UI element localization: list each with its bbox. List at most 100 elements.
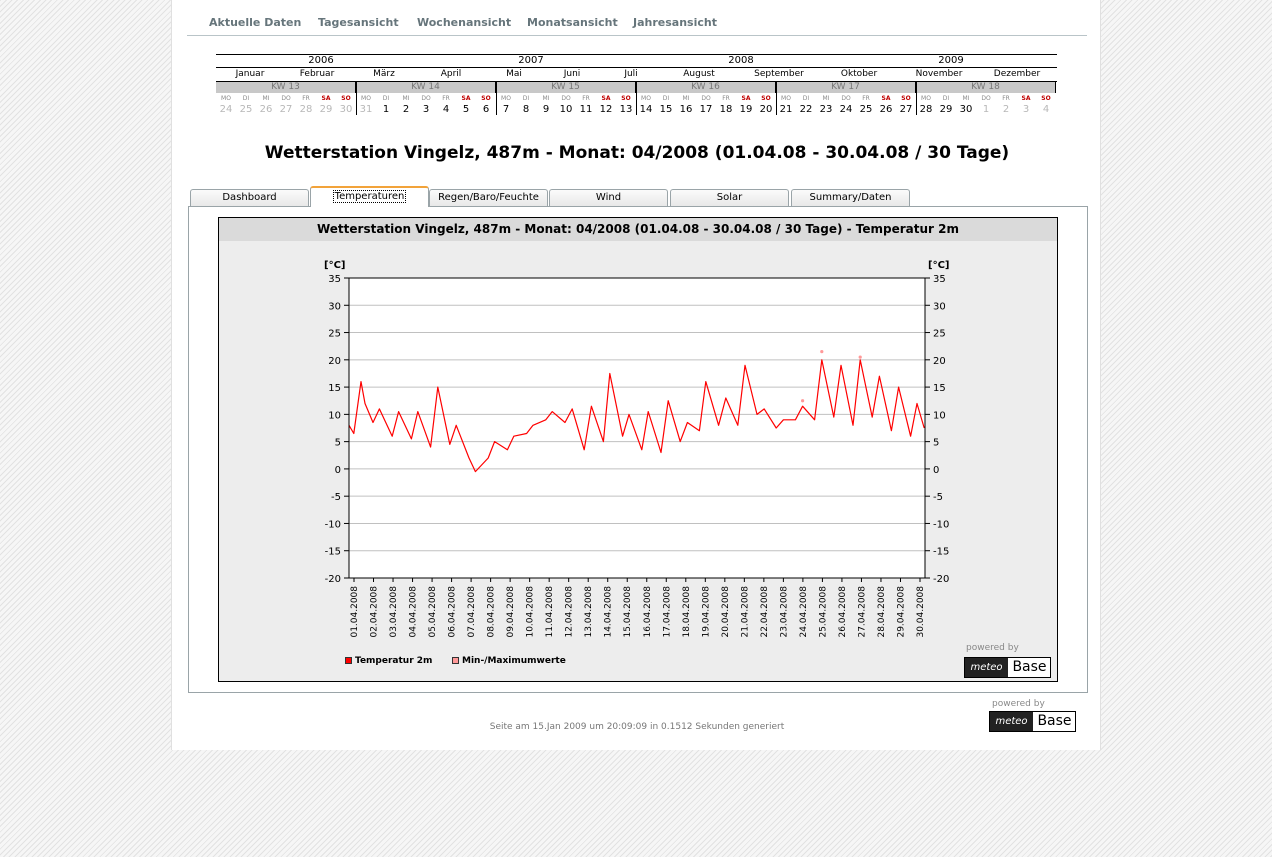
minmax-point — [801, 399, 805, 403]
x-tick-label: 23.04.2008 — [779, 586, 789, 638]
x-tick-label: 19.04.2008 — [701, 586, 711, 638]
nav-monatsansicht[interactable]: Monatsansicht — [527, 16, 618, 29]
calendar-day[interactable]: 14 — [639, 104, 653, 115]
calendar-month[interactable]: Mai — [506, 69, 522, 79]
calendar-week-kw13[interactable]: KW 13 — [216, 82, 356, 93]
calendar-day[interactable]: 18 — [719, 104, 733, 115]
calendar-day[interactable]: 1 — [382, 104, 390, 115]
tab-summary-daten[interactable]: Summary/Daten — [791, 189, 910, 207]
calendar-weekday: MO — [641, 95, 651, 102]
calendar-day[interactable]: 11 — [579, 104, 593, 115]
x-tick-label: 20.04.2008 — [721, 586, 731, 638]
calendar-day[interactable]: 20 — [759, 104, 773, 115]
calendar-day[interactable]: 3 — [1022, 104, 1030, 115]
calendar-month[interactable]: April — [440, 69, 462, 79]
calendar-day[interactable]: 21 — [779, 104, 793, 115]
calendar-day[interactable]: 17 — [699, 104, 713, 115]
calendar-day[interactable]: 3 — [422, 104, 430, 115]
tab-solar[interactable]: Solar — [670, 189, 789, 207]
calendar-day[interactable]: 31 — [359, 104, 373, 115]
calendar-weekday: FR — [302, 95, 310, 102]
calendar-day[interactable]: 27 — [899, 104, 913, 115]
calendar-month[interactable]: September — [754, 69, 804, 79]
calendar-month[interactable]: August — [683, 69, 715, 79]
calendar-week-kw14[interactable]: KW 14 — [356, 82, 496, 93]
x-tick-label: 24.04.2008 — [799, 586, 809, 638]
calendar-day[interactable]: 23 — [819, 104, 833, 115]
calendar-day[interactable]: 4 — [1042, 104, 1050, 115]
calendar-day[interactable]: 24 — [839, 104, 853, 115]
calendar-year-2009[interactable]: 2009 — [938, 55, 964, 66]
calendar-day[interactable]: 30 — [959, 104, 973, 115]
calendar-day[interactable]: 16 — [679, 104, 693, 115]
calendar-day[interactable]: 27 — [279, 104, 293, 115]
x-tick-label: 29.04.2008 — [896, 586, 906, 638]
calendar-day[interactable]: 29 — [319, 104, 333, 115]
nav-tagesansicht[interactable]: Tagesansicht — [318, 16, 399, 29]
y-axis-label-right: [°C] — [928, 260, 949, 271]
calendar-weekday: MO — [361, 95, 371, 102]
calendar-day[interactable]: 1 — [982, 104, 990, 115]
calendar-day[interactable]: 13 — [619, 104, 633, 115]
calendar-month[interactable]: Februar — [299, 69, 335, 79]
calendar-day[interactable]: 25 — [239, 104, 253, 115]
calendar-month[interactable]: Januar — [235, 69, 265, 79]
calendar-year-2008[interactable]: 2008 — [728, 55, 754, 66]
calendar-day[interactable]: 22 — [799, 104, 813, 115]
calendar-day[interactable]: 28 — [919, 104, 933, 115]
calendar-month[interactable]: Juni — [563, 69, 581, 79]
calendar-day[interactable]: 26 — [259, 104, 273, 115]
calendar-week-kw16[interactable]: KW 16 — [636, 82, 776, 93]
tab-wind[interactable]: Wind — [549, 189, 668, 207]
calendar-day[interactable]: 5 — [462, 104, 470, 115]
calendar-weekday: DI — [942, 95, 950, 102]
calendar-weekday: SO — [1041, 95, 1051, 102]
calendar-year-2006[interactable]: 2006 — [308, 55, 334, 66]
tab-temperaturen[interactable]: Temperaturen — [310, 186, 429, 207]
calendar-day[interactable]: 12 — [599, 104, 613, 115]
calendar-day[interactable]: 9 — [542, 104, 550, 115]
chart-title: Wetterstation Vingelz, 487m - Monat: 04/… — [219, 218, 1057, 241]
calendar-month[interactable]: November — [915, 69, 963, 79]
calendar-day[interactable]: 2 — [402, 104, 410, 115]
y-tick-label-left: 30 — [328, 301, 341, 312]
calendar-week-kw18[interactable]: KW 18 — [916, 82, 1056, 93]
calendar-day[interactable]: 24 — [219, 104, 233, 115]
nav-jahresansicht[interactable]: Jahresansicht — [633, 16, 717, 29]
calendar-day[interactable]: 19 — [739, 104, 753, 115]
logo-left: meteo — [990, 712, 1033, 731]
calendar-day[interactable]: 29 — [939, 104, 953, 115]
calendar-day[interactable]: 10 — [559, 104, 573, 115]
y-tick-label-right: 30 — [933, 301, 946, 312]
calendar-day[interactable]: 2 — [1002, 104, 1010, 115]
calendar-day[interactable]: 25 — [859, 104, 873, 115]
calendar-month[interactable]: März — [373, 69, 395, 79]
calendar-day[interactable]: 6 — [482, 104, 490, 115]
x-tick-label: 12.04.2008 — [565, 586, 575, 638]
calendar-year-2007[interactable]: 2007 — [518, 55, 544, 66]
y-tick-label-left: -15 — [325, 547, 341, 558]
x-tick-label: 03.04.2008 — [389, 586, 399, 638]
nav-wochenansicht[interactable]: Wochenansicht — [417, 16, 512, 29]
y-tick-label-left: 0 — [335, 465, 341, 476]
calendar-week-kw17[interactable]: KW 17 — [776, 82, 916, 93]
legend-item-minmax: Min-/Maximumwerte — [452, 656, 566, 666]
calendar-month[interactable]: Oktober — [840, 69, 878, 79]
calendar-day[interactable]: 8 — [522, 104, 530, 115]
calendar-week-kw15[interactable]: KW 15 — [496, 82, 636, 93]
calendar-day[interactable]: 15 — [659, 104, 673, 115]
calendar-day[interactable]: 30 — [339, 104, 353, 115]
x-tick-label: 02.04.2008 — [370, 586, 380, 638]
tab-regen-baro-feuchte[interactable]: Regen/Baro/Feuchte — [429, 189, 548, 207]
tab-dashboard[interactable]: Dashboard — [190, 189, 309, 207]
calendar-day[interactable]: 28 — [299, 104, 313, 115]
calendar-day[interactable]: 26 — [879, 104, 893, 115]
calendar-month[interactable]: Juli — [624, 69, 638, 79]
meteobase-logo[interactable]: meteo Base — [989, 711, 1076, 732]
x-tick-label: 27.04.2008 — [857, 586, 867, 638]
nav-aktuelle-daten[interactable]: Aktuelle Daten — [209, 16, 302, 29]
calendar-month[interactable]: Dezember — [993, 69, 1041, 79]
calendar-day[interactable]: 4 — [442, 104, 450, 115]
calendar-day[interactable]: 7 — [502, 104, 510, 115]
x-tick-label: 25.04.2008 — [818, 586, 828, 638]
